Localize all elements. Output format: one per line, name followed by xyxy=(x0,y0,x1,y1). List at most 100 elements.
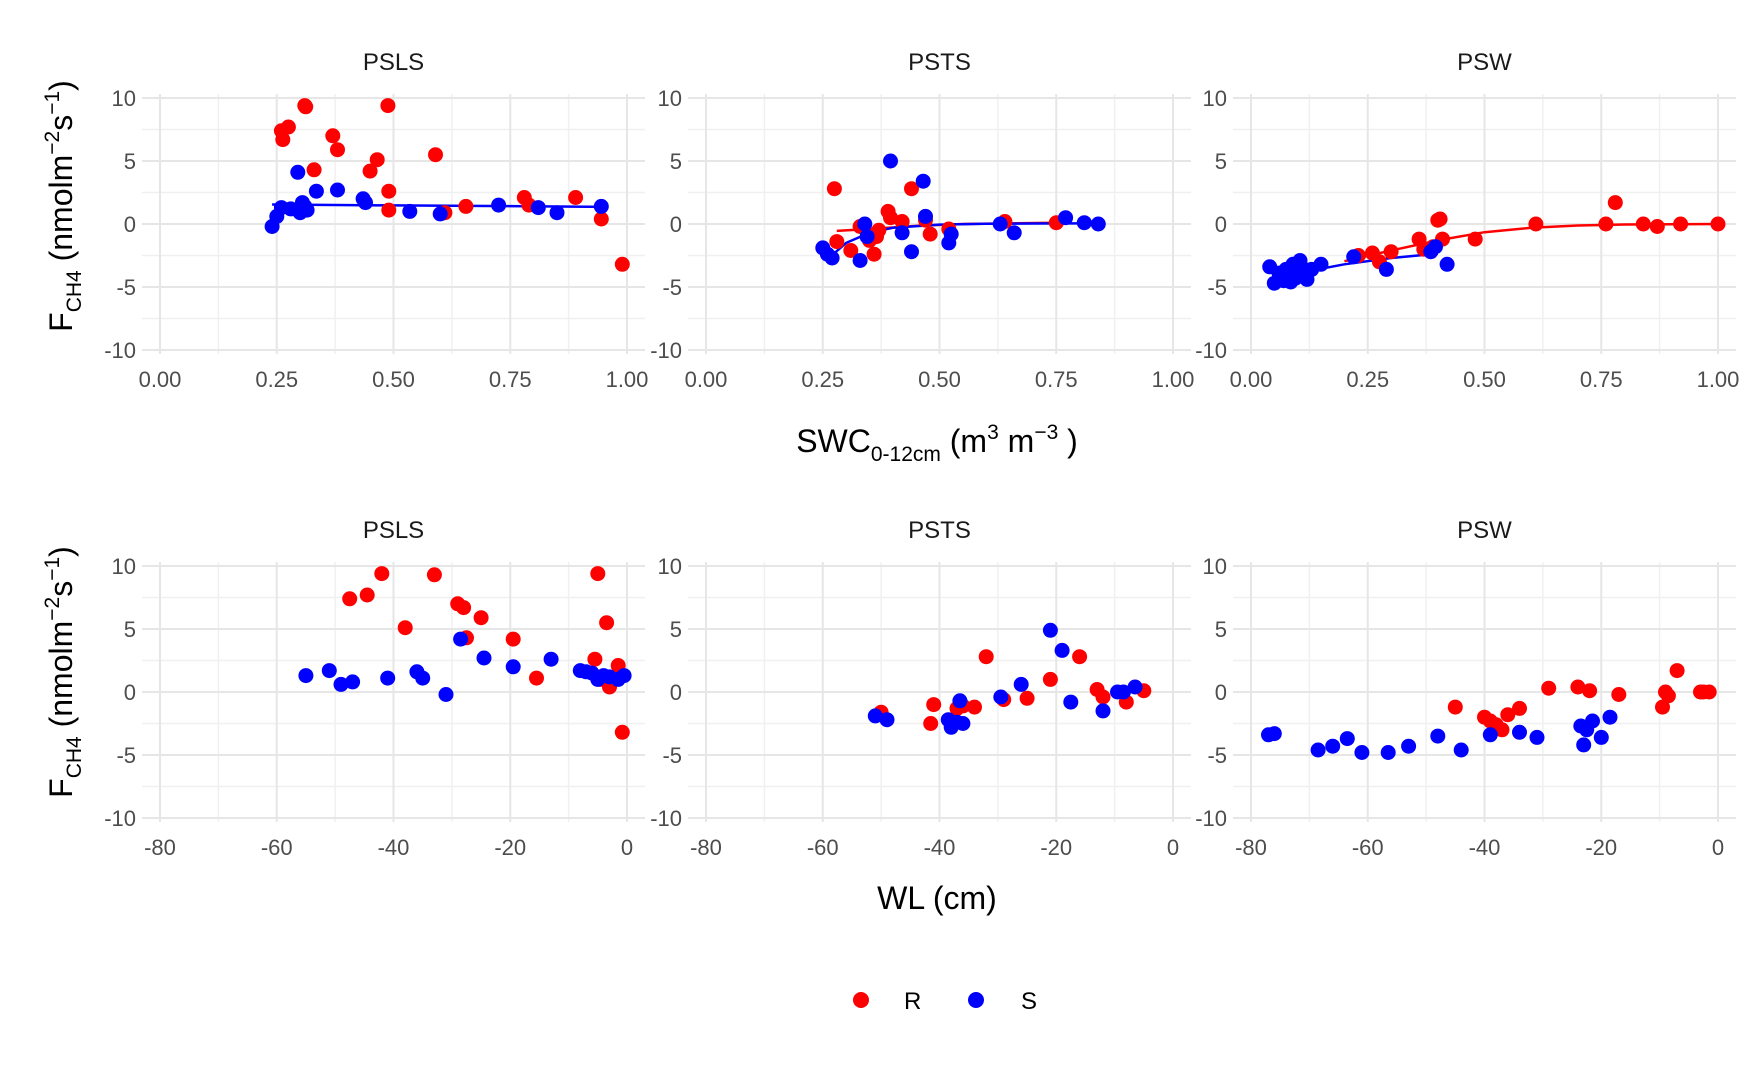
point-S xyxy=(1076,215,1092,231)
y-tick-label: -10 xyxy=(104,806,136,831)
y-tick-label: 10 xyxy=(658,554,682,579)
point-R xyxy=(1660,688,1676,704)
point-R xyxy=(456,600,472,616)
point-S xyxy=(380,670,396,686)
point-R xyxy=(298,99,314,115)
x-tick-label: 0.00 xyxy=(1230,367,1273,392)
y-tick-label: 10 xyxy=(658,86,682,111)
x-tick-label: 0.00 xyxy=(139,367,182,392)
point-S xyxy=(402,203,418,219)
point-R xyxy=(1673,216,1689,232)
point-S xyxy=(438,687,454,702)
fit-line-S xyxy=(826,222,1080,261)
point-S xyxy=(505,659,521,675)
point-R xyxy=(342,591,358,607)
point-R xyxy=(362,163,378,179)
point-S xyxy=(1354,745,1370,760)
y-tick-label: -5 xyxy=(662,275,682,300)
point-R xyxy=(1494,722,1510,738)
point-R xyxy=(275,132,291,148)
x-tick-label: 0.00 xyxy=(685,367,728,392)
point-R xyxy=(306,162,322,178)
point-S xyxy=(530,200,546,216)
y-tick-label: -5 xyxy=(1207,275,1227,300)
point-R xyxy=(1607,195,1623,211)
point-S xyxy=(432,206,448,222)
panel-title: PSW xyxy=(1457,517,1512,544)
point-S xyxy=(955,716,971,731)
y-tick-label: -5 xyxy=(662,743,682,768)
point-S xyxy=(290,164,306,180)
point-R xyxy=(1611,687,1627,702)
point-S xyxy=(894,225,910,241)
point-S xyxy=(1127,679,1143,695)
y-tick-label: 10 xyxy=(112,86,136,111)
x-tick-label: 0.50 xyxy=(918,367,961,392)
y-tick-label: 10 xyxy=(112,554,136,579)
y-tick-label: 0 xyxy=(1215,680,1227,705)
y-tick-label: -5 xyxy=(116,743,136,768)
point-S xyxy=(345,674,361,690)
point-S xyxy=(1115,684,1131,700)
point-S xyxy=(415,670,431,686)
point-R xyxy=(1447,699,1463,715)
point-R xyxy=(894,214,910,229)
y-tick-label: 5 xyxy=(1215,617,1227,642)
point-R xyxy=(380,98,396,114)
legend-label-R: R xyxy=(904,988,921,1015)
point-R xyxy=(967,699,982,715)
point-S xyxy=(616,668,632,684)
x-tick-label: -80 xyxy=(144,835,176,860)
point-R xyxy=(529,670,544,686)
x-tick-label: -40 xyxy=(924,835,956,860)
point-S xyxy=(1090,216,1106,232)
point-S xyxy=(993,689,1009,705)
point-S xyxy=(1063,694,1079,710)
x-tick-label: -60 xyxy=(1352,835,1384,860)
x-tick-label: -20 xyxy=(494,835,526,860)
point-S xyxy=(549,205,565,221)
point-R xyxy=(1635,216,1651,232)
point-S xyxy=(1339,731,1355,747)
point-R xyxy=(922,226,938,242)
point-R xyxy=(359,587,375,603)
point-R xyxy=(280,119,296,135)
point-R xyxy=(1383,244,1399,260)
y-tick-label: -10 xyxy=(104,338,136,363)
point-R xyxy=(978,649,994,665)
y-axis-title-row-2: FCH4 (nmolm−2s−1) xyxy=(41,546,86,798)
point-R xyxy=(426,567,442,583)
panel-psw-row-2: -80 -60 -40 -20 0 -10 -5 0 5 10 PSW xyxy=(1195,517,1736,860)
point-R xyxy=(369,152,385,168)
panel-title: PSLS xyxy=(363,517,424,544)
x-axis-title-row-2: WL (cm) xyxy=(877,880,997,916)
point-R xyxy=(923,716,939,731)
x-tick-label: -20 xyxy=(1040,835,1072,860)
panel-psw-row-1: 0.00 0.25 0.50 0.75 1.00 -10 -5 0 5 10 PSW xyxy=(1195,49,1739,392)
y-tick-label: 5 xyxy=(670,149,682,174)
point-R xyxy=(599,615,615,631)
point-S xyxy=(1401,738,1417,754)
y-tick-label: 0 xyxy=(670,680,682,705)
point-S xyxy=(904,244,919,260)
point-R xyxy=(1072,649,1088,665)
point-S xyxy=(824,250,840,266)
y-tick-label: 5 xyxy=(1215,149,1227,174)
point-R xyxy=(614,256,630,272)
point-R xyxy=(428,147,443,163)
point-S xyxy=(333,676,349,692)
x-tick-label: 0.75 xyxy=(1035,367,1078,392)
point-S xyxy=(952,693,968,709)
point-R xyxy=(904,181,919,197)
point-R xyxy=(1528,216,1544,232)
point-R xyxy=(829,234,845,250)
x-tick-label: 0.75 xyxy=(1580,367,1623,392)
point-S xyxy=(330,182,345,198)
point-S xyxy=(1054,642,1070,658)
x-tick-label: -60 xyxy=(807,835,839,860)
point-S xyxy=(476,650,492,666)
y-tick-label: 0 xyxy=(1215,212,1227,237)
point-R xyxy=(843,243,859,258)
point-S xyxy=(299,202,315,218)
x-tick-label: -80 xyxy=(690,835,722,860)
